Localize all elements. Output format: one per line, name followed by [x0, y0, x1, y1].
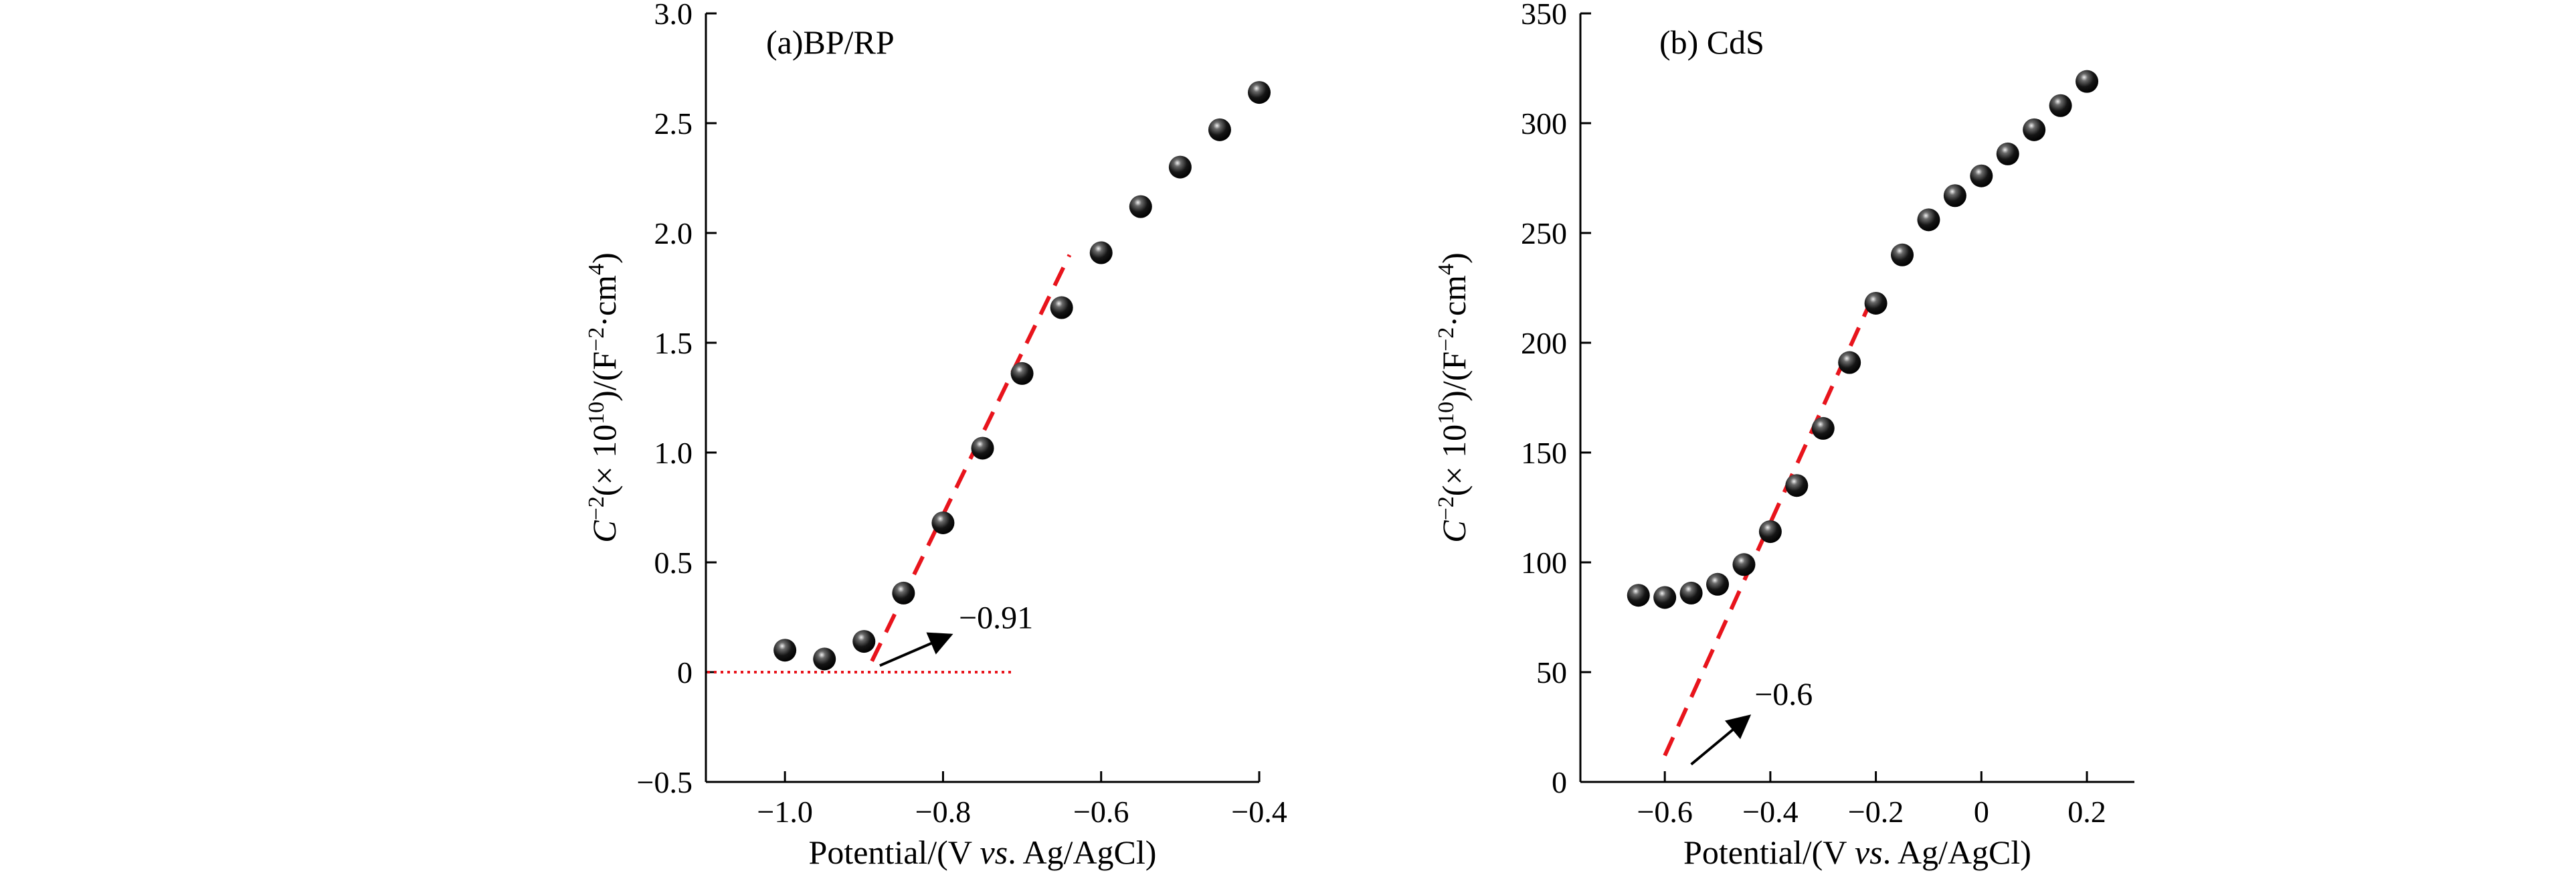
data-point — [1970, 164, 1993, 187]
x-axis-title-italic: vs — [1855, 833, 1883, 871]
y-tick-label: 2.0 — [654, 216, 693, 250]
annotation-label: −0.91 — [959, 600, 1033, 635]
y-axis-title: C−2(× 1010)/(F−2·cm4) — [1434, 252, 1473, 542]
y-axis-title-part: )/(F — [585, 351, 623, 402]
x-tick-label: −0.6 — [1637, 795, 1692, 829]
annotation-arrow — [1690, 714, 1752, 766]
y-tick-label: 300 — [1521, 106, 1567, 141]
y-axis-title-part: (× 10 — [1435, 424, 1473, 496]
x-axis-title-part: Potential/(V — [809, 833, 980, 871]
x-axis-title-italic: vs — [980, 833, 1008, 871]
data-point — [1050, 296, 1073, 319]
y-tick-label: 1.0 — [654, 436, 693, 470]
data-point — [1758, 520, 1782, 544]
data-point — [1129, 195, 1152, 218]
data-point — [813, 647, 836, 671]
data-point — [852, 630, 876, 653]
y-axis-title-part: C — [1435, 520, 1473, 543]
annotation-arrow — [879, 632, 953, 667]
data-point — [773, 639, 797, 662]
y-axis-title-part: 10 — [1434, 402, 1459, 424]
y-axis-title-part: ) — [585, 252, 623, 264]
data-point — [1248, 81, 1271, 104]
x-tick-label: 0.2 — [2067, 795, 2106, 829]
x-tick-label: −0.2 — [1848, 795, 1904, 829]
y-tick-label: 350 — [1521, 0, 1567, 31]
y-tick-label: 50 — [1536, 655, 1567, 690]
y-axis-title-part: −2 — [584, 496, 609, 520]
data-point — [1168, 155, 1192, 179]
y-axis-title-part: ·cm — [1435, 275, 1473, 327]
x-tick-label: −0.6 — [1073, 795, 1129, 829]
y-axis-title-part: 4 — [1434, 264, 1459, 275]
y-axis-title-part: 10 — [584, 402, 609, 424]
annotation-label: −0.6 — [1754, 677, 1813, 712]
chart-panel-bp-rp: −0.5 0 0.5 1.0 1.5 2.0 2.5 3.0 −1.0 −0.8 −0.6 −0.4 (… — [584, 0, 1287, 871]
y-tick-label: 250 — [1521, 216, 1567, 250]
y-axis-title-part: C — [585, 520, 623, 543]
data-point — [2076, 70, 2099, 93]
data-point — [1208, 118, 1231, 141]
data-point — [2023, 118, 2046, 141]
panel-label: (b) CdS — [1659, 23, 1764, 61]
data-point — [1679, 581, 1703, 605]
y-axis-title-part: (× 10 — [585, 424, 623, 496]
y-tick-label: −0.5 — [637, 765, 693, 799]
y-tick-label: 150 — [1521, 436, 1567, 470]
y-axis-title: C−2(× 1010)/(F−2·cm4) — [584, 252, 624, 542]
data-point — [1785, 474, 1809, 497]
y-tick-label: 3.0 — [654, 0, 693, 31]
y-tick-label: 1.5 — [654, 326, 693, 360]
x-axis-title-part: . Ag/AgCl) — [1883, 833, 2031, 871]
y-axis-title-part: 4 — [584, 264, 609, 275]
x-tick-label: 0 — [1974, 795, 1989, 829]
data-point — [931, 511, 955, 534]
y-axis-title-part: −2 — [1434, 327, 1459, 351]
data-point — [1627, 584, 1650, 607]
data-point — [1917, 208, 1940, 232]
y-axis-title-part: −2 — [1434, 496, 1459, 520]
data-point — [1838, 351, 1861, 374]
y-tick-label: 0 — [1552, 765, 1567, 799]
data-point — [1010, 362, 1034, 385]
x-tick-label: −0.8 — [915, 795, 971, 829]
data-point — [1653, 586, 1677, 609]
y-axis-title-part: ·cm — [585, 275, 623, 327]
data-point — [1864, 291, 1888, 315]
panel-label: (a)BP/RP — [766, 23, 895, 61]
x-axis-title: Potential/(V vs. Ag/AgCl) — [809, 833, 1157, 871]
data-point — [1891, 243, 1914, 266]
y-tick-label: 100 — [1521, 546, 1567, 580]
y-tick-label: 200 — [1521, 326, 1567, 360]
x-axis-title-part: . Ag/AgCl) — [1008, 833, 1156, 871]
data-point — [1732, 553, 1756, 576]
data-point — [892, 581, 915, 605]
y-axis-title-part: ) — [1435, 252, 1473, 264]
x-tick-label: −1.0 — [757, 795, 812, 829]
x-axis-title: Potential/(V vs. Ag/AgCl) — [1683, 833, 2031, 871]
y-tick-label: 0 — [677, 655, 693, 690]
y-tick-label: 2.5 — [654, 106, 693, 141]
data-point — [2049, 94, 2072, 117]
data-point — [971, 436, 994, 460]
x-axis-title-part: Potential/(V — [1683, 833, 1855, 871]
x-tick-label: −0.4 — [1742, 795, 1798, 829]
data-point — [1996, 142, 2019, 165]
y-axis-title-part: −2 — [584, 327, 609, 351]
data-point — [1943, 184, 1966, 208]
data-point — [1811, 416, 1835, 440]
x-tick-label: −0.4 — [1231, 795, 1287, 829]
y-tick-label: 0.5 — [654, 546, 693, 580]
data-point — [1706, 572, 1730, 596]
data-point — [1089, 241, 1113, 264]
chart-panel-cds: 0 50 100 150 200 250 300 350 −0.6 −0.4 −0.2 0 0.2 (b)… — [1434, 0, 2134, 871]
y-axis-title-part: )/(F — [1435, 351, 1473, 402]
